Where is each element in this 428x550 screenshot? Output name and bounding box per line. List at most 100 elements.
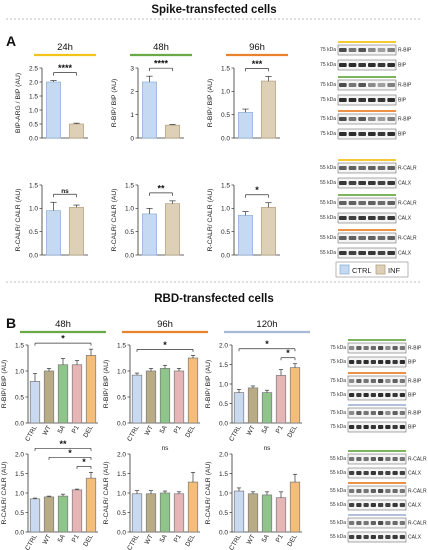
blot-calx: 55 kDa CALX: [320, 247, 412, 259]
significance-label: *: [286, 348, 290, 358]
blot-band: [378, 521, 384, 525]
blot-band: [339, 236, 347, 240]
blot-mw-label: 75 kDa: [320, 116, 336, 122]
blot-mw-label: 55 kDa: [320, 200, 336, 206]
blot-band: [339, 181, 347, 185]
chart-b-rcalr-96: 0.0 0.5 1.0 1.5 2.0 R-CALR/ CALR (AU) CTRL WT 5A…: [103, 445, 200, 550]
bar-5a: [159, 492, 171, 533]
x-tick-label: DEL: [82, 424, 95, 439]
blot-band: [385, 521, 391, 525]
blot-band: [387, 216, 395, 220]
blot-band: [387, 166, 395, 170]
bar-ctrl: [131, 374, 143, 424]
legend-swatch-inf: [375, 264, 386, 275]
western-blots: 75 kDa R-BIP 75 kDa BIP 75 kDa R-BIP 75 kDa BIP…: [320, 41, 427, 543]
blot-band: [392, 521, 398, 525]
blot-mw-label: 55 kDa: [320, 250, 336, 256]
y-tick-label: 1.5: [117, 342, 126, 349]
blot-band: [356, 471, 362, 475]
blot-mw-label: 55 kDa: [320, 235, 336, 241]
y-axis-label: R-BIP/ BIP (AU): [103, 360, 110, 409]
blot-protein-label: R-BIP: [408, 346, 422, 352]
significance-label: ns: [61, 188, 69, 195]
blot-band: [399, 425, 405, 429]
blot-protein-label: R-CALR: [398, 166, 417, 172]
blot-frame: [337, 59, 397, 71]
blot-band: [339, 132, 347, 136]
blot-band: [363, 425, 369, 429]
blot-band: [392, 379, 398, 383]
blot-band: [392, 457, 398, 461]
blot-protein-label: BIP: [398, 132, 407, 138]
y-tick-label: 1.0: [15, 490, 24, 497]
blot-band: [356, 535, 362, 539]
blot-rbip: 75 kDa R-BIP: [320, 113, 412, 125]
blot-protein-label: R-BIP: [408, 379, 422, 385]
blot-band: [378, 503, 384, 507]
bar-inf: [69, 123, 84, 139]
blot-band: [339, 48, 347, 52]
timepoint-label: 48h: [153, 42, 169, 53]
bar-inf: [261, 80, 276, 139]
y-axis-label: R-CALR/ CALR (AU): [205, 461, 212, 524]
blot-band: [387, 117, 395, 121]
blot-frame: [337, 162, 397, 174]
blot-band: [377, 181, 386, 185]
y-axis-label: R-CALR/ CALR (AU): [111, 188, 118, 251]
blot-rbip: 75 kDa R-BIP: [330, 342, 422, 354]
blot-mw-label: 55 kDa: [320, 215, 336, 221]
blot-band: [378, 535, 384, 539]
blot-band: [392, 535, 398, 539]
blot-band: [339, 216, 347, 220]
bar-del: [85, 477, 97, 533]
blot-band: [363, 471, 369, 475]
blot-band: [349, 425, 355, 429]
y-axis-label: R-CALR/ CALR (AU): [103, 461, 110, 524]
blot-protein-label: R-CALR: [408, 521, 427, 527]
y-tick-label: 1.5: [15, 471, 24, 478]
y-tick-label: 1.0: [219, 381, 228, 388]
timepoint-label: 24h: [57, 42, 73, 53]
blot-protein-label: R-CALR: [408, 489, 427, 495]
blot-protein-label: R-BIP: [398, 83, 412, 89]
legend-label-ctrl: CTRL: [352, 266, 372, 275]
significance-label: *: [163, 340, 167, 350]
x-tick-label: WT: [42, 533, 53, 545]
blot-band: [392, 393, 398, 397]
blot-band: [370, 471, 376, 475]
blot-band: [349, 489, 355, 493]
chart-a-rcalr-24: 0.0 0.5 1.0 1.5 R-CALR/ CALR (AU) ns: [15, 182, 88, 259]
blot-band: [349, 360, 355, 364]
blot-bip: 75 kDa BIP: [330, 389, 417, 401]
blot-protein-label: CALX: [408, 503, 422, 509]
blot-band: [370, 521, 376, 525]
bar-wt: [247, 387, 259, 424]
y-tick-label: 0.5: [221, 112, 230, 119]
blot-band: [399, 489, 405, 493]
blot-frame: [337, 197, 397, 209]
blot-band: [378, 489, 384, 493]
x-tick-label: CTRL: [126, 533, 141, 550]
annotation-label: ns: [162, 445, 170, 452]
blot-mw-label: 75 kDa: [330, 424, 346, 430]
blot-protein-label: CALX: [398, 216, 412, 222]
y-axis-label: R-BIP/ BIP (AU): [111, 79, 118, 128]
blot-band: [358, 181, 366, 185]
x-tick-label: DEL: [184, 424, 197, 439]
blot-band: [399, 457, 405, 461]
blot-band: [385, 411, 391, 415]
bar-del: [289, 367, 301, 424]
blot-calx: 55 kDa CALX: [320, 177, 412, 189]
blot-mw-label: 75 kDa: [330, 410, 346, 416]
blot-band: [378, 457, 384, 461]
blot-band: [356, 457, 362, 461]
blot-mw-label: 75 kDa: [320, 97, 336, 103]
y-tick-label: 2.5: [29, 65, 38, 72]
y-axis-label: R-CALR/ CALR (AU): [207, 188, 214, 251]
bar-ctrl: [233, 490, 245, 533]
blot-band: [399, 360, 405, 364]
blot-band: [370, 393, 376, 397]
bar-ctrl: [46, 81, 61, 139]
blot-frame: [347, 421, 407, 433]
